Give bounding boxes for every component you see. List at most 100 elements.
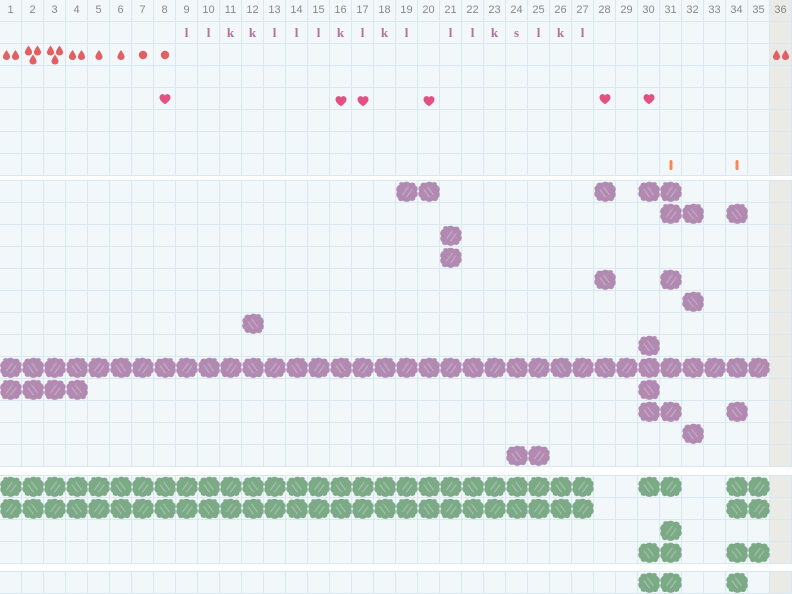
cell-day-22[interactable] [462, 88, 484, 110]
cell-day-31[interactable] [659, 542, 683, 564]
cell-day-7[interactable] [132, 203, 154, 225]
cell-day-26[interactable] [549, 498, 573, 520]
cell-day-21[interactable] [440, 269, 462, 291]
cell-day-19[interactable] [396, 225, 418, 247]
cell-day-33[interactable] [704, 542, 726, 564]
cell-day-29[interactable] [616, 154, 638, 176]
cell-day-22[interactable] [462, 269, 484, 291]
cell-day-6[interactable] [109, 476, 133, 498]
cell-day-9[interactable] [175, 357, 199, 379]
cell-day-3[interactable] [44, 520, 66, 542]
cell-day-17[interactable] [352, 181, 374, 203]
cell-day-32[interactable] [681, 291, 705, 313]
cell-day-13[interactable] [264, 154, 286, 176]
cell-day-1[interactable] [0, 154, 22, 176]
cell-day-15[interactable] [308, 88, 330, 110]
cell-day-19[interactable] [396, 313, 418, 335]
cell-day-10[interactable] [197, 476, 221, 498]
cell-day-15[interactable] [308, 181, 330, 203]
cell-day-35[interactable]: 35 [748, 0, 770, 22]
cell-day-6[interactable] [110, 66, 132, 88]
cell-day-14[interactable] [286, 247, 308, 269]
cell-day-20[interactable] [418, 22, 440, 44]
cell-day-32[interactable] [681, 423, 705, 445]
cell-day-18[interactable] [374, 132, 396, 154]
cell-day-25[interactable]: 25 [528, 0, 550, 22]
cell-day-24[interactable] [506, 379, 528, 401]
cell-day-7[interactable] [132, 154, 154, 176]
cell-day-23[interactable] [484, 542, 506, 564]
cell-day-5[interactable]: 5 [88, 0, 110, 22]
cell-day-14[interactable] [286, 203, 308, 225]
cell-day-7[interactable] [132, 66, 154, 88]
cell-day-9[interactable] [176, 132, 198, 154]
cell-day-21[interactable] [440, 44, 462, 66]
cell-day-32[interactable] [682, 44, 704, 66]
cell-day-5[interactable] [87, 498, 111, 520]
cell-day-13[interactable] [264, 445, 286, 467]
cell-day-23[interactable] [484, 335, 506, 357]
cell-day-9[interactable]: l [176, 22, 198, 44]
cell-day-32[interactable] [682, 401, 704, 423]
cell-day-31[interactable] [660, 335, 682, 357]
cell-day-12[interactable] [242, 154, 264, 176]
cell-day-20[interactable]: 20 [418, 0, 440, 22]
cell-day-11[interactable] [220, 203, 242, 225]
cell-day-4[interactable] [66, 132, 88, 154]
cell-day-11[interactable] [220, 520, 242, 542]
cell-day-11[interactable] [220, 154, 242, 176]
cell-day-25[interactable] [528, 335, 550, 357]
cell-day-1[interactable] [0, 291, 22, 313]
cell-day-25[interactable] [528, 181, 550, 203]
cell-day-30[interactable] [638, 247, 660, 269]
cell-day-24[interactable] [506, 542, 528, 564]
cell-day-18[interactable] [374, 520, 396, 542]
cell-day-5[interactable] [88, 154, 110, 176]
cell-day-6[interactable] [110, 225, 132, 247]
cell-day-15[interactable] [308, 66, 330, 88]
cell-day-29[interactable] [616, 66, 638, 88]
cell-day-1[interactable] [0, 520, 22, 542]
cell-day-16[interactable] [329, 498, 353, 520]
cell-day-13[interactable] [264, 423, 286, 445]
cell-day-16[interactable]: k [330, 22, 352, 44]
cell-day-24[interactable] [506, 291, 528, 313]
cell-day-26[interactable] [550, 423, 572, 445]
cell-day-5[interactable] [88, 203, 110, 225]
cell-day-27[interactable] [572, 66, 594, 88]
cell-day-26[interactable] [550, 445, 572, 467]
cell-day-35[interactable] [748, 181, 770, 203]
cell-day-35[interactable] [748, 423, 770, 445]
cell-day-5[interactable] [88, 520, 110, 542]
cell-day-10[interactable] [198, 154, 220, 176]
cell-day-22[interactable] [462, 423, 484, 445]
cell-day-20[interactable] [418, 44, 440, 66]
cell-day-8[interactable] [154, 445, 176, 467]
cell-day-6[interactable]: 6 [110, 0, 132, 22]
cell-day-7[interactable] [132, 423, 154, 445]
cell-day-31[interactable]: 31 [660, 0, 682, 22]
cell-day-12[interactable] [242, 247, 264, 269]
cell-day-20[interactable] [418, 291, 440, 313]
cell-day-36[interactable] [770, 132, 792, 154]
cell-day-6[interactable] [110, 379, 132, 401]
cell-day-18[interactable] [374, 313, 396, 335]
cell-day-12[interactable] [242, 291, 264, 313]
cell-day-36[interactable] [770, 445, 792, 467]
cell-day-6[interactable] [110, 401, 132, 423]
cell-day-19[interactable] [396, 423, 418, 445]
cell-day-25[interactable] [528, 203, 550, 225]
cell-day-5[interactable] [88, 542, 110, 564]
cell-day-17[interactable] [352, 66, 374, 88]
cell-day-32[interactable] [681, 357, 705, 379]
cell-day-36[interactable] [770, 247, 792, 269]
cell-day-8[interactable] [154, 542, 176, 564]
cell-day-35[interactable] [748, 88, 770, 110]
cell-day-24[interactable] [506, 247, 528, 269]
cell-day-29[interactable] [616, 181, 638, 203]
cell-day-18[interactable] [374, 88, 396, 110]
cell-day-15[interactable] [308, 542, 330, 564]
cell-day-5[interactable] [88, 88, 110, 110]
cell-day-29[interactable] [616, 269, 638, 291]
cell-day-18[interactable] [374, 247, 396, 269]
